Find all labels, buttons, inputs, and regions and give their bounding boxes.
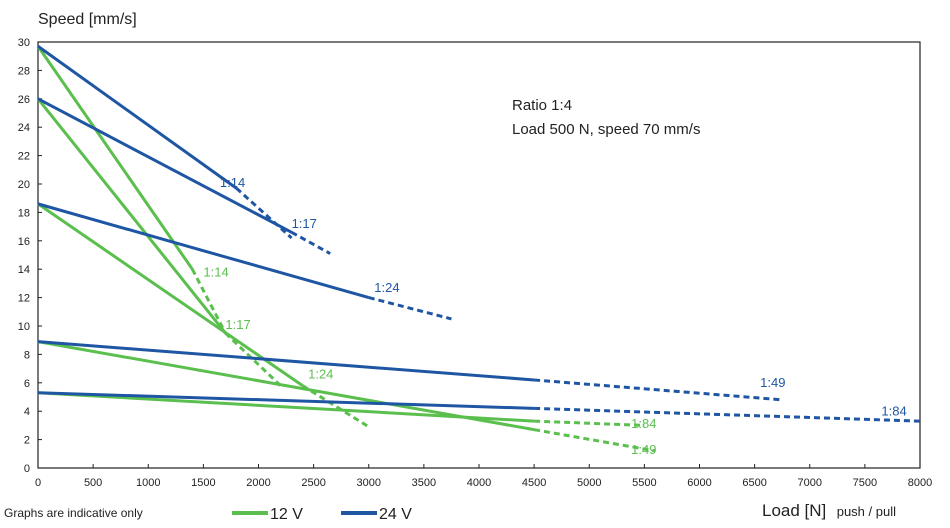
x-axis-title-suffix: push / pull: [837, 504, 896, 519]
x-axis-title-main: Load [N]: [762, 501, 826, 520]
series-line-dashed: [290, 230, 331, 255]
y-tick-label: 0: [24, 463, 30, 475]
x-tick-label: 7500: [853, 477, 877, 489]
series-line-dashed: [368, 296, 452, 321]
y-tick-label: 4: [24, 406, 30, 418]
x-tick-label: 6500: [742, 477, 766, 489]
series-24v-1-24: [37, 202, 452, 321]
x-tick-label: 1500: [191, 477, 215, 489]
y-tick-label: 28: [18, 65, 30, 77]
series-label-layer: 1:14 1:17 1:24 1:49 1:84 1:14 1:17 1:24 1:49 1:84: [203, 175, 906, 457]
x-tick-label: 1000: [136, 477, 160, 489]
series-line-solid: [37, 391, 535, 410]
series-line-solid: [37, 391, 535, 423]
y-tick-label: 6: [24, 378, 30, 390]
x-tick-label: 8000: [908, 477, 932, 489]
annotation-background: [500, 88, 750, 144]
x-tick-label: 0: [35, 477, 41, 489]
x-tick-label: 5500: [632, 477, 656, 489]
series-label: 1:49: [760, 375, 785, 390]
series-label: 1:17: [292, 216, 317, 231]
plot-frame: [37, 41, 921, 469]
series-line-solid: [37, 340, 535, 382]
annotation-line-2: Load 500 N, speed 70 mm/s: [512, 121, 700, 138]
annotation-box: Ratio 1:4 Load 500 N, speed 70 mm/s: [500, 88, 750, 144]
y-tick-label: 22: [18, 151, 30, 163]
series-label: 1:84: [631, 416, 656, 431]
series-label: 1:14: [220, 175, 245, 190]
annotation-line-1: Ratio 1:4: [512, 97, 572, 114]
x-axis-title: Load [N] push / pull: [762, 501, 896, 520]
legend-label-12v: 12 V: [270, 506, 303, 523]
series-24v-1-49: [37, 340, 783, 402]
series-line-dashed: [533, 428, 656, 453]
series-label: 1:24: [374, 280, 399, 295]
series-line-solid: [36, 97, 227, 335]
y-tick-label: 12: [18, 293, 30, 305]
series-label: 1:24: [308, 367, 333, 382]
y-tick-label: 24: [18, 122, 30, 134]
x-tick-label: 3000: [357, 477, 381, 489]
series-label: 1:14: [203, 264, 228, 279]
y-tick-label: 18: [18, 207, 30, 219]
y-tick-label: 16: [18, 236, 30, 248]
y-tick-label: 26: [18, 94, 30, 106]
series-24v-1-17: [37, 97, 331, 255]
x-tick-label: 7000: [798, 477, 822, 489]
y-tick-label: 10: [18, 321, 30, 333]
x-tick-label: 2500: [301, 477, 325, 489]
x-tick-label: 5000: [577, 477, 601, 489]
series-24v-1-84: [37, 391, 921, 423]
series-line-dashed: [235, 187, 293, 240]
y-tick-label: 30: [18, 37, 30, 49]
x-tick-label: 3500: [412, 477, 436, 489]
series-line-solid: [37, 97, 293, 234]
series-label: 1:49: [631, 442, 656, 457]
series-line-dashed: [534, 406, 921, 423]
x-tick-label: 6000: [687, 477, 711, 489]
series-label: 1:84: [881, 403, 906, 418]
x-tick-label: 500: [84, 477, 102, 489]
series-layer: [36, 45, 921, 453]
series-line-solid: [36, 45, 194, 271]
y-axis-title: Speed [mm/s]: [38, 11, 137, 28]
x-tick-label: 2000: [246, 477, 270, 489]
series-12v-1-14: [36, 45, 227, 334]
series-line-dashed: [534, 378, 783, 402]
x-tick-label: 4000: [467, 477, 491, 489]
legend: 12 V 24 V: [232, 506, 412, 523]
series-24v-1-14: [37, 45, 293, 240]
series-line-dashed: [191, 268, 227, 334]
y-tick-label: 14: [18, 264, 30, 276]
y-tick-label: 20: [18, 179, 30, 191]
series-line-dashed: [534, 419, 645, 427]
footnote: Graphs are indicative only: [4, 506, 143, 520]
series-label: 1:17: [225, 317, 250, 332]
series-line-solid: [37, 45, 238, 190]
series-12v-1-24: [37, 202, 370, 429]
x-tick-label: 4500: [522, 477, 546, 489]
series-line-dashed: [301, 384, 370, 429]
tick-layer: 0 500 1000 1500 2000 2500 3000 3500 4000 4500 5000…: [18, 37, 932, 489]
y-tick-label: 8: [24, 349, 30, 361]
y-tick-label: 2: [24, 435, 30, 447]
series-12v-1-17: [36, 97, 282, 387]
series-line-solid: [37, 202, 370, 300]
series-line-dashed: [224, 332, 282, 387]
series-line-solid: [37, 202, 304, 387]
series-12v-1-84: [37, 391, 645, 427]
legend-label-24v: 24 V: [379, 506, 412, 523]
